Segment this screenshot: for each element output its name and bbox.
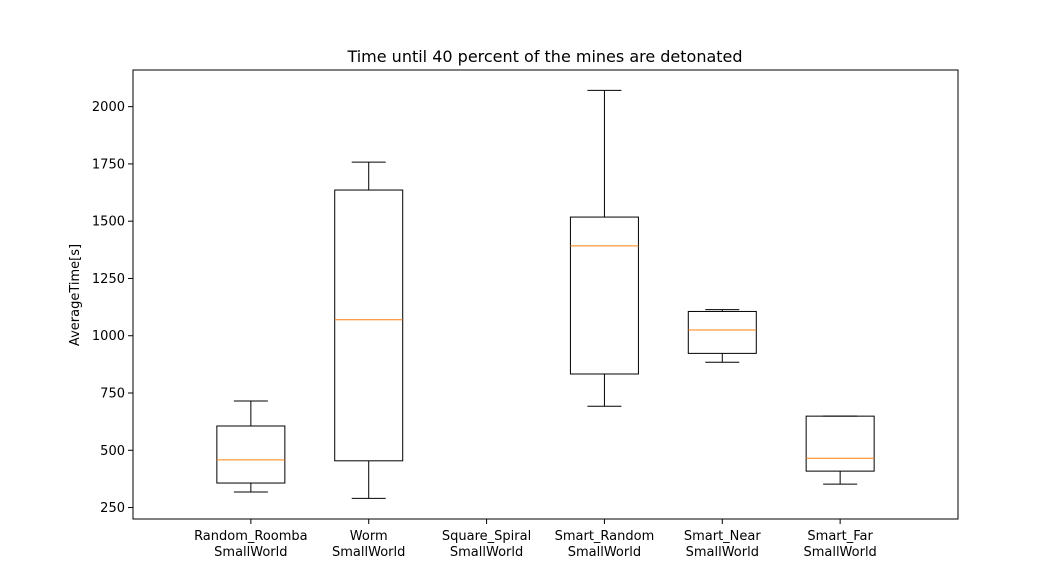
x-tick-label-sub: SmallWorld: [214, 545, 287, 560]
x-tick-label-sub: SmallWorld: [450, 545, 523, 560]
x-tick-label: Random_Roomba: [194, 529, 308, 544]
x-tick-label: Square_Spiral: [442, 529, 531, 544]
y-tick-label: 1000: [92, 329, 125, 344]
box-iqr: [569, 216, 639, 375]
x-tick-label-sub: SmallWorld: [568, 545, 641, 560]
y-tick-label: 1500: [92, 215, 125, 230]
x-tick-label: Smart_Far: [807, 529, 873, 544]
y-tick-label: 500: [100, 444, 125, 459]
y-tick-label: 750: [100, 387, 125, 402]
box-iqr: [334, 189, 404, 462]
x-tick-label-sub: SmallWorld: [686, 545, 759, 560]
y-axis-label: AverageTime[s]: [68, 244, 83, 346]
x-tick-label-sub: SmallWorld: [803, 545, 876, 560]
chart-title: Time until 40 percent of the mines are d…: [346, 47, 742, 66]
box-iqr: [687, 310, 757, 354]
y-tick-label: 1750: [92, 157, 125, 172]
box-iqr: [216, 425, 286, 484]
x-tick-label: Smart_Random: [555, 529, 655, 544]
box-iqr: [805, 415, 875, 472]
plot-area: 250 500 750 1000 1250 1500 1750 2000 Random_Room…: [92, 89, 877, 560]
y-tick-label: 2000: [92, 100, 125, 115]
x-tick-label: Worm: [350, 529, 388, 544]
x-tick-label: Smart_Near: [684, 529, 762, 544]
x-tick-label-sub: SmallWorld: [332, 545, 405, 560]
axes-frame: [132, 69, 959, 520]
y-tick-label: 250: [100, 501, 125, 516]
y-tick-label: 1250: [92, 272, 125, 287]
